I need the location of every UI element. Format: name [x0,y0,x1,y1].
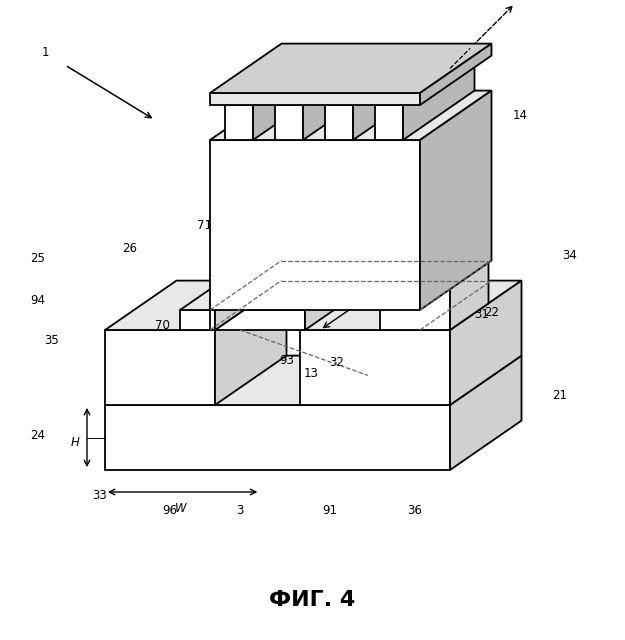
Text: 3: 3 [236,504,244,516]
Polygon shape [303,56,374,140]
Polygon shape [420,91,491,310]
Polygon shape [353,56,424,140]
Polygon shape [450,259,489,330]
Text: 92: 92 [463,95,478,108]
Polygon shape [210,310,305,330]
Polygon shape [225,105,253,140]
Polygon shape [105,405,450,470]
Polygon shape [325,105,353,140]
Text: ФИГ. 4: ФИГ. 4 [269,590,355,610]
Polygon shape [403,56,474,140]
Polygon shape [215,280,286,405]
Text: 26: 26 [122,241,138,255]
Polygon shape [375,105,403,140]
Text: 21: 21 [552,388,568,401]
Polygon shape [380,285,450,330]
Text: L: L [362,289,369,302]
Polygon shape [375,56,474,105]
Polygon shape [210,91,491,140]
Polygon shape [215,279,245,330]
Text: 23: 23 [466,301,481,314]
Polygon shape [253,56,324,140]
Text: 34: 34 [562,248,578,262]
Polygon shape [225,56,324,105]
Polygon shape [210,140,420,310]
Polygon shape [105,280,286,330]
Text: 22: 22 [484,306,499,319]
Polygon shape [275,105,303,140]
Polygon shape [215,260,286,330]
Text: 93: 93 [279,354,294,367]
Polygon shape [210,260,376,310]
Text: 70: 70 [154,319,169,332]
Text: 71: 71 [198,218,212,232]
Text: 96: 96 [162,504,177,516]
Text: 13: 13 [303,367,318,380]
Text: 90: 90 [476,233,491,246]
Text: 25: 25 [31,252,46,264]
Polygon shape [180,260,286,310]
Text: 31: 31 [474,308,489,321]
Polygon shape [380,259,489,285]
Polygon shape [300,330,450,405]
Text: 72: 72 [272,101,288,114]
Text: 36: 36 [408,504,422,516]
Polygon shape [210,44,491,93]
Polygon shape [420,44,491,105]
Polygon shape [105,330,215,405]
Polygon shape [325,56,424,105]
Text: 1: 1 [41,45,49,58]
Polygon shape [450,280,521,405]
Polygon shape [105,356,521,405]
Polygon shape [275,56,374,105]
Text: 33: 33 [92,488,108,502]
Polygon shape [210,279,245,300]
Polygon shape [210,93,420,105]
Polygon shape [300,280,521,330]
Text: 94: 94 [31,294,46,307]
Text: W: W [175,502,187,515]
Polygon shape [210,300,215,330]
Text: 35: 35 [44,333,59,346]
Polygon shape [180,310,215,330]
Text: 32: 32 [329,356,344,369]
Text: H: H [71,435,79,449]
Text: 95: 95 [455,308,470,322]
Text: 14: 14 [512,109,528,122]
Text: 24: 24 [31,429,46,442]
Text: 91: 91 [322,504,338,516]
Polygon shape [305,260,376,330]
Text: 73: 73 [349,66,364,79]
Polygon shape [450,356,521,470]
